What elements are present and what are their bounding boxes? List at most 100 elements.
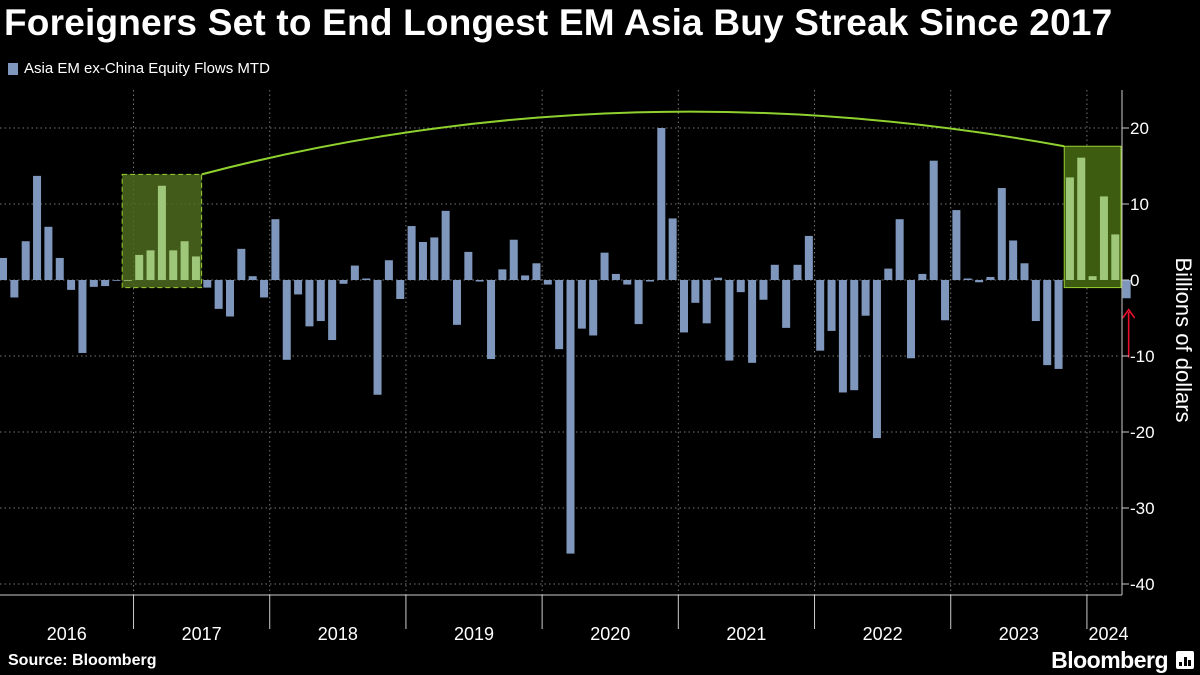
- bar-month-26: [294, 280, 303, 295]
- legend: Asia EM ex-China Equity Flows MTD: [8, 60, 270, 77]
- bar-month-6: [67, 280, 76, 290]
- bar-month-79: [895, 219, 904, 280]
- bar-month-1: [10, 280, 19, 298]
- bar-month-31: [350, 265, 359, 280]
- x-group-label-2019: 2019: [454, 624, 494, 644]
- y-tick-label: -30: [1130, 499, 1155, 518]
- bar-month-56: [634, 280, 643, 325]
- bar-month-9: [101, 280, 110, 287]
- y-tick-label: 0: [1130, 271, 1139, 290]
- bar-month-13: [146, 250, 155, 280]
- bar-month-23: [260, 280, 269, 298]
- bar-month-72: [816, 280, 825, 351]
- bar-month-90: [1020, 263, 1029, 280]
- bar-month-64: [725, 280, 734, 361]
- bar-month-32: [362, 278, 371, 280]
- bar-month-4: [44, 226, 53, 280]
- bar-month-40: [453, 280, 461, 325]
- bar-month-30: [339, 280, 348, 284]
- bar-month-74: [838, 280, 847, 393]
- bar-month-27: [305, 280, 314, 327]
- bar-month-12: [135, 254, 144, 280]
- bar-month-33: [373, 280, 382, 395]
- bar-month-82: [929, 160, 938, 280]
- bar-month-73: [827, 280, 836, 331]
- bar-month-21: [237, 248, 246, 280]
- bar-month-71: [804, 235, 813, 280]
- streak-arc: [201, 110, 1065, 176]
- bar-month-50: [566, 280, 575, 554]
- bar-month-86: [975, 280, 984, 283]
- bar-month-83: [941, 280, 950, 321]
- red-arrow-head: [1122, 308, 1136, 319]
- bar-month-77: [872, 280, 881, 439]
- bar-month-17: [191, 256, 200, 280]
- bar-month-93: [1054, 280, 1063, 369]
- bar-month-0: [0, 257, 7, 280]
- bar-month-80: [907, 280, 915, 359]
- bar-month-36: [407, 226, 416, 280]
- bar-month-68: [770, 264, 779, 280]
- bar-month-16: [180, 241, 189, 280]
- bar-month-87: [986, 276, 995, 280]
- x-group-label-2016: 2016: [47, 624, 87, 644]
- bar-month-96: [1088, 276, 1097, 280]
- bar-month-34: [384, 260, 393, 280]
- bar-month-3: [33, 175, 42, 280]
- bar-month-43: [487, 280, 496, 360]
- x-group-label-2018: 2018: [318, 624, 358, 644]
- bar-month-19: [214, 280, 223, 309]
- bar-month-70: [793, 264, 802, 280]
- bar-month-46: [521, 275, 530, 280]
- bar-month-37: [418, 242, 427, 280]
- bar-month-38: [430, 237, 439, 280]
- y-axis-title: Billions of dollars: [1171, 257, 1196, 422]
- bar-month-84: [952, 210, 961, 280]
- bar-month-39: [441, 210, 450, 280]
- bar-month-35: [396, 280, 405, 299]
- bar-month-97: [1099, 196, 1108, 280]
- bar-month-92: [1043, 280, 1052, 366]
- bar-month-22: [248, 276, 257, 280]
- bar-month-91: [1031, 280, 1040, 322]
- bar-month-28: [316, 280, 325, 322]
- bar-month-61: [691, 280, 700, 303]
- bar-month-29: [328, 280, 337, 341]
- brand-logo-text: Bloomberg: [1051, 647, 1168, 673]
- source-note: Source: Bloomberg: [8, 652, 157, 669]
- y-tick-label: 10: [1130, 195, 1149, 214]
- bar-month-57: [645, 280, 654, 282]
- y-tick-label: -20: [1130, 423, 1155, 442]
- bar-month-75: [850, 280, 859, 391]
- bar-month-2: [21, 241, 30, 280]
- legend-swatch: [8, 62, 18, 75]
- bar-month-81: [918, 273, 927, 280]
- bar-month-94: [1065, 177, 1074, 280]
- y-tick-label: 20: [1130, 119, 1149, 138]
- bar-month-49: [555, 280, 564, 350]
- bar-month-66: [748, 280, 757, 363]
- y-tick-label: -10: [1130, 347, 1155, 366]
- bar-month-44: [498, 269, 507, 280]
- bar-month-98: [1111, 234, 1120, 280]
- x-group-label-2021: 2021: [726, 624, 766, 644]
- bar-month-8: [89, 280, 98, 287]
- bar-month-42: [475, 280, 484, 282]
- bar-month-18: [203, 280, 212, 288]
- x-group-label-2024: 2024: [1088, 624, 1128, 644]
- x-group-label-2023: 2023: [999, 624, 1039, 644]
- bar-month-53: [600, 252, 609, 280]
- bar-month-45: [509, 239, 518, 280]
- bloomberg-bars-icon: [1176, 651, 1194, 669]
- bar-month-47: [532, 263, 541, 280]
- bar-month-41: [464, 251, 473, 280]
- bar-month-55: [623, 280, 632, 285]
- bar-month-60: [680, 280, 688, 333]
- bar-month-62: [702, 280, 711, 324]
- x-group-label-2022: 2022: [863, 624, 903, 644]
- bar-month-76: [861, 280, 870, 316]
- bar-month-7: [78, 280, 87, 353]
- bar-month-54: [611, 273, 620, 280]
- y-tick-label: -40: [1130, 575, 1155, 594]
- bar-month-63: [714, 277, 723, 280]
